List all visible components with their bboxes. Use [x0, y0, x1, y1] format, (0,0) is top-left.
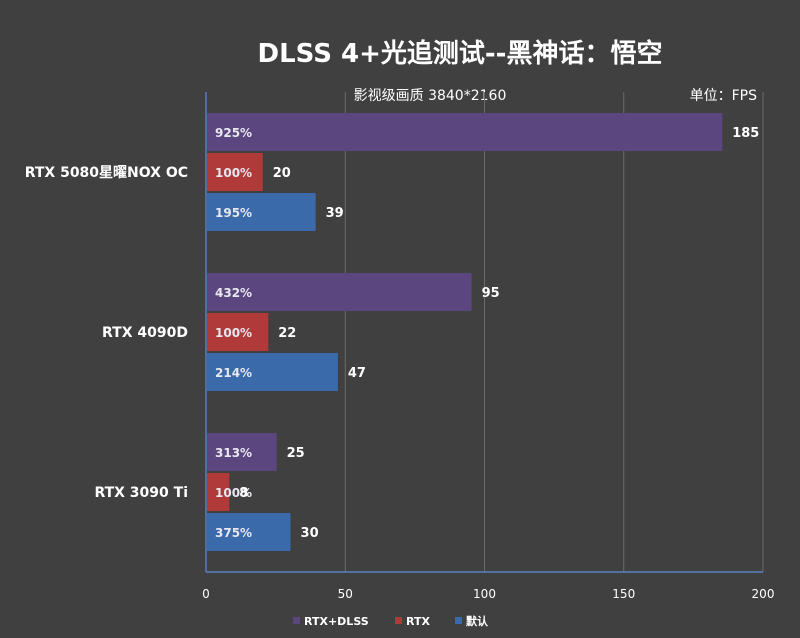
legend: RTX+DLSS RTX 默认 [293, 614, 489, 628]
bar-0-0 [207, 113, 723, 151]
bar-0-2 [207, 433, 277, 471]
chart-title: DLSS 4+光追测试--黑神话：悟空 [258, 38, 663, 69]
value-label-1-1: 22 [278, 326, 296, 341]
bar-1-0 [207, 153, 263, 191]
percent-label-2-1: 214% [215, 366, 252, 380]
bars: 925% 185 100% 20 195% 39 432% 95 100% 22 214% 47 313… [207, 113, 759, 551]
legend-entry-0: RTX+DLSS [304, 615, 369, 628]
value-label-2-1: 47 [348, 366, 366, 381]
value-label-2-0: 39 [326, 206, 344, 221]
percent-label-0-1: 432% [215, 286, 252, 300]
unit-label: 单位：FPS [690, 88, 757, 104]
axes: 0 50 100 150 200 RTX 5080星曜NOX OC RTX 4090D RTX… [25, 92, 775, 601]
bar-2-0 [207, 193, 316, 231]
legend-entry-2: 默认 [466, 614, 489, 628]
value-label-1-0: 20 [273, 166, 291, 181]
value-label-0-1: 95 [482, 286, 500, 301]
legend-swatch-2 [455, 617, 462, 624]
value-label-0-0: 185 [732, 126, 759, 141]
bar-2-2 [207, 513, 291, 551]
percent-label-1-2: 100% [215, 486, 252, 500]
value-label-1-2: 8 [239, 486, 248, 501]
percent-label-1-1: 100% [215, 326, 252, 340]
x-tick-label-0: 0 [202, 587, 210, 601]
percent-label-2-2: 375% [215, 526, 252, 540]
category-label-0: RTX 5080星曜NOX OC [25, 165, 188, 181]
percent-label-0-2: 313% [215, 446, 252, 460]
x-tick-label-4: 200 [752, 587, 775, 601]
percent-label-2-0: 195% [215, 206, 252, 220]
bar-0-1 [207, 273, 472, 311]
bar-1-2 [207, 473, 230, 511]
category-label-2: RTX 3090 Ti [94, 485, 188, 501]
value-label-2-2: 30 [301, 526, 319, 541]
bar-1-1 [207, 313, 269, 351]
legend-swatch-1 [395, 617, 402, 624]
percent-label-1-0: 100% [215, 166, 252, 180]
x-tick-label-2: 100 [473, 587, 496, 601]
legend-entry-1: RTX [406, 615, 430, 628]
legend-swatch-0 [293, 617, 300, 624]
percent-label-0-0: 925% [215, 126, 252, 140]
gridlines [344, 92, 764, 572]
value-label-0-2: 25 [287, 446, 305, 461]
category-label-1: RTX 4090D [102, 325, 188, 341]
bar-2-1 [207, 353, 338, 391]
x-tick-label-3: 150 [612, 587, 635, 601]
x-tick-label-1: 50 [338, 587, 353, 601]
chart-subtitle: 影视级画质 3840*2160 [354, 88, 507, 104]
